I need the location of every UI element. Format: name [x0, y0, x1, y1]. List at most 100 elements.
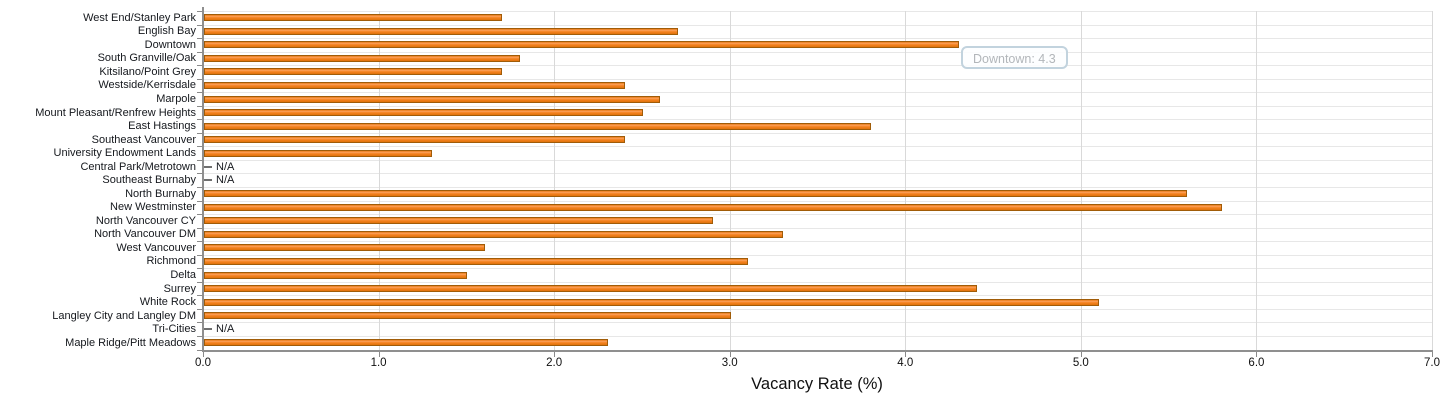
- y-axis-tick: [197, 295, 202, 297]
- row-gridline: [203, 281, 1432, 283]
- y-axis-tick: [197, 322, 202, 324]
- category-label: North Burnaby: [125, 187, 196, 200]
- x-axis-tick-label: 2.0: [546, 357, 563, 369]
- row-gridline: [203, 92, 1432, 94]
- bar[interactable]: [204, 230, 784, 238]
- category-label: Surrey: [163, 282, 196, 295]
- x-axis-tick-label: 1.0: [370, 357, 387, 369]
- x-axis-tick: [378, 351, 380, 357]
- bar[interactable]: [204, 271, 468, 279]
- y-axis-tick: [197, 159, 202, 161]
- x-axis-tick-label: 4.0: [897, 357, 914, 369]
- row-gridline: [203, 11, 1432, 12]
- row-gridline: [203, 173, 1432, 175]
- row-gridline: [203, 78, 1432, 80]
- bar[interactable]: [204, 257, 749, 265]
- row-gridline: [203, 200, 1432, 202]
- bar[interactable]: [204, 217, 714, 225]
- category-label: Mount Pleasant/Renfrew Heights: [35, 106, 196, 119]
- tooltip-text: Downtown: 4.3: [973, 52, 1056, 66]
- category-label: White Rock: [139, 296, 196, 309]
- bar[interactable]: [204, 339, 608, 347]
- x-axis-tick: [905, 351, 907, 357]
- category-label: English Bay: [137, 25, 196, 38]
- y-axis-tick: [197, 132, 202, 134]
- category-label: Kitsilano/Point Grey: [99, 65, 196, 78]
- bar[interactable]: [204, 149, 433, 157]
- bar[interactable]: [204, 122, 872, 130]
- unit-gridline: [378, 11, 380, 350]
- x-axis-tick: [1432, 351, 1433, 357]
- unit-gridline: [1432, 11, 1433, 350]
- bar[interactable]: [204, 136, 626, 144]
- row-gridline: [203, 159, 1432, 161]
- category-label: Downtown: [144, 38, 196, 51]
- tooltip: Downtown: 4.3: [961, 46, 1068, 69]
- row-gridline: [203, 214, 1432, 216]
- category-label: Maple Ridge/Pitt Meadows: [65, 336, 196, 349]
- y-axis-tick: [197, 241, 202, 243]
- row-gridline: [203, 105, 1432, 107]
- row-gridline: [203, 119, 1432, 121]
- unit-gridline: [729, 11, 731, 350]
- y-axis-tick: [197, 24, 202, 26]
- x-axis-tick: [1080, 351, 1082, 357]
- row-gridline: [203, 24, 1432, 26]
- y-axis-tick: [197, 214, 202, 216]
- x-axis-line: [202, 349, 1433, 352]
- bar[interactable]: [204, 203, 1223, 211]
- category-label: Southeast Burnaby: [102, 174, 196, 187]
- row-gridline: [203, 322, 1432, 324]
- y-axis-tick: [197, 308, 202, 310]
- row-gridline: [203, 308, 1432, 310]
- bar[interactable]: [204, 81, 626, 89]
- row-gridline: [203, 295, 1432, 297]
- bar[interactable]: [204, 285, 977, 293]
- bar[interactable]: [204, 54, 521, 62]
- bar[interactable]: [204, 14, 503, 22]
- category-label: Southeast Vancouver: [91, 133, 196, 146]
- row-gridline: [203, 65, 1432, 67]
- bar[interactable]: [204, 298, 1100, 306]
- category-label: South Granville/Oak: [97, 52, 196, 65]
- na-dash: [204, 328, 212, 331]
- x-axis-tick-label: 3.0: [721, 357, 738, 369]
- category-label: North Vancouver DM: [94, 228, 196, 241]
- y-axis-tick: [197, 38, 202, 40]
- y-axis-tick: [197, 105, 202, 107]
- bar[interactable]: [204, 27, 679, 35]
- row-gridline: [203, 335, 1432, 337]
- bar[interactable]: [204, 190, 1188, 198]
- y-axis-tick: [197, 119, 202, 121]
- unit-gridline: [1256, 11, 1258, 350]
- category-label: Langley City and Langley DM: [52, 309, 196, 322]
- y-axis-tick: [197, 92, 202, 94]
- row-gridline: [203, 146, 1432, 148]
- category-label: East Hastings: [128, 120, 196, 133]
- bar[interactable]: [204, 41, 959, 49]
- y-axis-tick: [197, 254, 202, 256]
- y-axis-tick: [197, 349, 202, 351]
- category-label: Westside/Kerrisdale: [98, 79, 196, 92]
- x-axis-tick-label: 6.0: [1248, 357, 1265, 369]
- y-axis-tick: [197, 281, 202, 283]
- bar[interactable]: [204, 68, 503, 76]
- bar[interactable]: [204, 95, 661, 103]
- x-axis-tick-label: 0.0: [195, 357, 211, 369]
- bar[interactable]: [204, 312, 731, 320]
- y-axis-tick: [197, 78, 202, 80]
- category-label: New Westminster: [110, 201, 196, 214]
- bar[interactable]: [204, 244, 485, 252]
- y-axis-tick: [197, 51, 202, 53]
- bar[interactable]: [204, 109, 643, 117]
- category-label: Richmond: [146, 255, 196, 268]
- y-axis-tick: [197, 227, 202, 229]
- category-label: North Vancouver CY: [95, 214, 196, 227]
- x-axis-tick-label: 7.0: [1424, 357, 1440, 369]
- y-axis-tick: [197, 335, 202, 337]
- x-axis-tick: [554, 351, 556, 357]
- unit-gridline: [905, 11, 907, 350]
- na-value-label: N/A: [216, 160, 235, 173]
- unit-gridline: [1080, 11, 1082, 350]
